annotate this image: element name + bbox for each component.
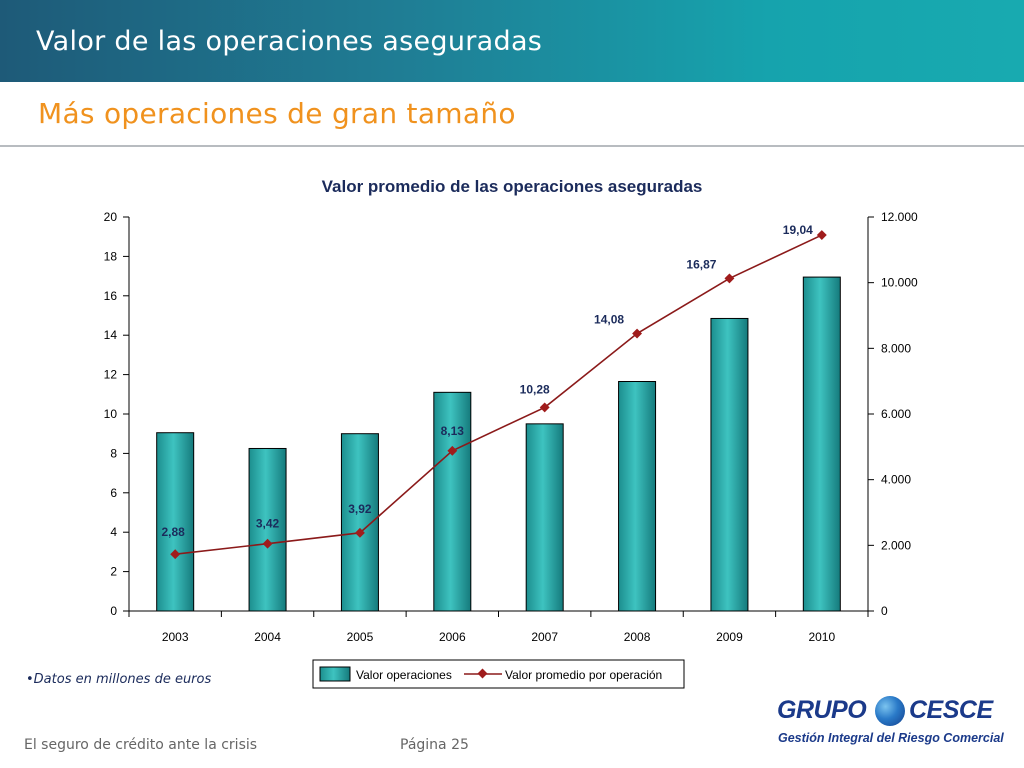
y-right-tick-label: 10.000 [881, 276, 918, 290]
y-left-tick-label: 18 [104, 249, 118, 263]
bar [525, 423, 564, 612]
y-left-tick-label: 16 [104, 289, 118, 303]
line-point [816, 230, 827, 241]
line-point [354, 527, 365, 538]
chart-axes: 0 2 4 6 8 10 12 14 16 18 20 0 2.000 4.000 6.000 8.000 10… [104, 210, 918, 644]
y-left-tick-label: 4 [110, 525, 117, 539]
series-line [175, 234, 823, 555]
bar-series [156, 276, 841, 612]
y-right-tick-label: 0 [881, 604, 888, 618]
logo-word-cesce: CESCE [909, 696, 993, 724]
x-tick-label: 2005 [347, 630, 374, 644]
line-point [632, 328, 643, 339]
footer-text: El seguro de crédito ante la crisis [24, 737, 258, 753]
chart-title: Valor promedio de las operaciones asegur… [322, 177, 703, 196]
logo-word-grupo: GRUPO [777, 696, 867, 724]
page-subtitle: Más operaciones de gran tamaño [38, 97, 516, 130]
legend-bar-label: Valor operaciones [356, 668, 452, 682]
line-series [170, 230, 827, 560]
y-left-tick-label: 0 [110, 604, 117, 618]
x-tick-label: 2010 [808, 630, 835, 644]
combo-chart: Valor promedio de las operaciones asegur… [104, 177, 918, 689]
chart-legend: Valor operaciones Valor promedio por ope… [312, 659, 685, 689]
legend-line-marker [477, 668, 488, 679]
y-right-tick-label: 12.000 [881, 210, 918, 224]
x-tick-label: 2006 [439, 630, 466, 644]
bar [802, 276, 841, 612]
x-tick-label: 2008 [624, 630, 651, 644]
x-tick-label: 2003 [162, 630, 189, 644]
page-number: Página 25 [400, 737, 469, 753]
globe-icon [875, 696, 905, 726]
y-left-tick-label: 10 [104, 407, 118, 421]
line-point [262, 538, 273, 549]
line-point [447, 445, 458, 456]
line-point [170, 549, 181, 560]
bar [618, 380, 657, 612]
company-logo: GRUPO CESCE Gestión Integral del Riesgo … [775, 694, 1005, 754]
bar [248, 447, 287, 612]
y-left-tick-label: 20 [104, 210, 118, 224]
logo-tagline: Gestión Integral del Riesgo Comercial [778, 731, 1004, 745]
y-left-tick-label: 2 [110, 565, 117, 579]
footnote: •Datos en millones de euros [26, 672, 212, 687]
bar [710, 317, 749, 612]
x-tick-label: 2009 [716, 630, 743, 644]
x-tick-label: 2004 [254, 630, 281, 644]
x-tick-label: 2007 [531, 630, 558, 644]
legend-bar-swatch [319, 666, 351, 682]
y-right-tick-label: 6.000 [881, 407, 911, 421]
data-label: 14,08 [594, 313, 624, 327]
y-left-tick-label: 6 [110, 486, 117, 500]
y-left-tick-label: 12 [104, 368, 118, 382]
data-label: 16,87 [686, 257, 716, 271]
y-left-tick-label: 8 [110, 446, 117, 460]
data-labels: 2,88 3,42 3,92 8,13 10,28 14,08 16,87 19,04 [162, 223, 814, 539]
data-label: 8,13 [441, 424, 465, 438]
data-label: 2,88 [162, 525, 186, 539]
y-left-tick-label: 14 [104, 328, 118, 342]
line-point [724, 273, 735, 284]
bar [433, 391, 472, 612]
data-label: 3,42 [256, 517, 280, 531]
y-right-tick-label: 2.000 [881, 538, 911, 552]
legend-line-label: Valor promedio por operación [505, 668, 662, 682]
y-right-tick-label: 8.000 [881, 341, 911, 355]
line-point [539, 402, 550, 413]
data-label: 3,92 [348, 502, 372, 516]
header-band [0, 0, 1024, 82]
separator-line [0, 145, 1024, 147]
page-title: Valor de las operaciones aseguradas [36, 26, 543, 57]
data-label: 10,28 [520, 382, 550, 396]
bar [156, 432, 195, 612]
data-label: 19,04 [783, 223, 813, 237]
y-right-tick-label: 4.000 [881, 473, 911, 487]
